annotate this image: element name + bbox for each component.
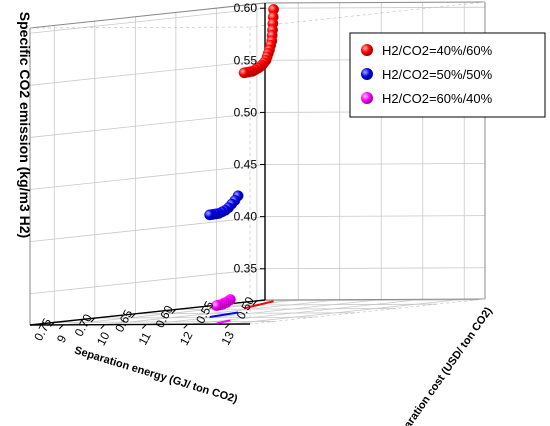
z-tick-label: 0.35: [234, 262, 258, 276]
projection-line-3: [216, 319, 231, 325]
x-tick-label: 0.75: [31, 316, 54, 343]
data-point: [204, 209, 216, 221]
grid-line-z: [29, 59, 266, 86]
grid-line-z: [29, 216, 266, 243]
data-point: [238, 67, 250, 79]
y-tick-label: 12: [177, 329, 196, 348]
legend-label: H2/CO2=60%/40%: [382, 91, 493, 106]
z-tick-label: 0.40: [234, 210, 258, 224]
grid-line-y: [229, 298, 465, 325]
frame-edge: [264, 1, 486, 4]
legend-marker: [361, 68, 373, 80]
x-tick-label: 0.65: [112, 307, 135, 334]
data-point: [211, 300, 222, 312]
frame-edge: [264, 298, 486, 301]
y-tick-mark: [100, 324, 106, 330]
legend: H2/CO2=40%/60% H2/CO2=50%/50% H2/CO2=60%/4…: [349, 32, 546, 118]
legend-box: [349, 32, 546, 118]
legend-marker: [361, 44, 373, 56]
legend-label: H2/CO2=50%/50%: [382, 67, 493, 82]
grid-line-z: [29, 164, 266, 190]
y-tick-label: 9: [54, 332, 70, 345]
z-axis-label: Specific CO2 emission (kg/m3 H2): [17, 12, 33, 238]
frame-edge: [29, 26, 251, 29]
grid-line-z: [29, 112, 266, 138]
grid-line-z: [264, 163, 486, 165]
legend-marker: [361, 92, 373, 104]
z-tick-label: 0.55: [234, 53, 258, 67]
frame-edge: [249, 1, 486, 28]
y-tick-mark: [141, 324, 147, 329]
y-tick-mark: [224, 323, 230, 329]
data-points: [204, 4, 279, 312]
tick-labels: 0.350.400.450.500.550.600.500.550.600.65…: [31, 1, 257, 348]
x-tick-mark: [90, 317, 96, 323]
projection-line-1: [243, 300, 274, 310]
projection-line-2: [209, 311, 239, 318]
grid-lines: [29, 2, 486, 326]
grid-line-y: [104, 299, 340, 326]
x-tick-label: 0.60: [153, 303, 176, 330]
y-axis-label: Separation cost (USD/ ton CO2): [390, 305, 495, 426]
z-tick-label: 0.60: [234, 1, 258, 15]
x-tick-mark: [130, 313, 136, 319]
frame-edge: [249, 298, 486, 325]
grid-line-y: [146, 299, 382, 325]
x-tick-mark: [49, 322, 55, 327]
grid-line-z: [264, 215, 486, 218]
grid-line-z: [264, 267, 486, 270]
y-tick-label: 11: [136, 330, 154, 348]
x-tick-mark: [171, 309, 177, 314]
x-tick-mark: [252, 300, 258, 306]
grid-line-z: [29, 7, 266, 34]
floor-projections: [209, 300, 274, 325]
y-axis-line: [29, 323, 251, 326]
y-tick-label: 10: [94, 329, 113, 348]
z-tick-label: 0.45: [234, 158, 258, 172]
grid-line-z: [264, 6, 486, 9]
frame-edge: [29, 2, 266, 29]
y-tick-label: 13: [218, 329, 237, 348]
legend-label: H2/CO2=40%/60%: [382, 43, 493, 58]
y-tick-mark: [183, 323, 189, 329]
z-tick-label: 0.50: [234, 105, 258, 119]
grid-line-z: [29, 268, 266, 295]
y-tick-mark: [58, 324, 64, 330]
x-axis-label: Separation energy (GJ/ ton CO2): [73, 345, 239, 406]
